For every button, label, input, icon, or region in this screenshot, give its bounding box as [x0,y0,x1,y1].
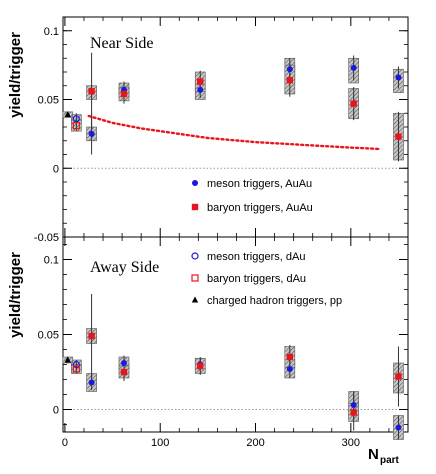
data-point [88,88,95,95]
data-point [395,424,402,431]
data-point [197,78,204,85]
y-axis-title: yield/trigger [7,252,24,338]
scaling-curve [87,114,381,151]
data-point [395,74,402,81]
legend-label: charged hadron triggers, pp [207,295,342,307]
data-point [120,90,128,98]
y-axis-title: yield/trigger [7,32,24,118]
x-tick-label: 300 [342,437,360,449]
x-axis-title: N [368,446,379,463]
legend-label: baryon triggers, dAu [207,273,306,285]
y-tick-label: 0.05 [38,95,59,107]
data-point [88,332,95,340]
near-side-panel: -0.05 0 0.05 0.1 yield/trigger Near Side meson… [7,16,409,244]
data-point [350,402,357,408]
y-tick-label: 0.1 [44,255,59,267]
data-point [64,356,71,363]
data-point [88,130,95,137]
y-tick-label: 0.05 [38,330,59,342]
legend-marker [191,203,199,211]
y-tick-label: -0.05 [34,232,59,244]
legend-label: meson triggers, dAu [207,251,305,263]
x-tick-label: 0 [62,437,68,449]
legend-marker [191,252,199,260]
panel-label: Near Side [90,35,154,52]
data-point [350,100,357,107]
data-point [197,86,204,93]
data-point [64,111,71,118]
data-point [120,368,128,376]
data-point [350,64,357,71]
data-point [72,122,80,130]
data-point [72,365,80,373]
legend-marker [191,274,199,282]
data-point [120,360,127,366]
x-tick-label: 200 [246,437,264,449]
legend-marker [192,180,198,186]
y-tick-label: 0 [53,405,59,417]
y-tick-label: 0 [53,163,59,175]
data-point [350,409,357,416]
data-point [395,373,402,380]
away-side-panel: 0 0.05 0.1 0 100 200 300 yield/trigger Away Side… [7,236,409,466]
data-point [395,133,402,140]
data-point [197,362,204,370]
data-point [286,77,294,84]
legend-label: baryon triggers, AuAu [207,202,313,214]
x-axis-title-subscript: part [380,455,400,466]
data-point [88,379,95,386]
legend-marker [191,296,199,303]
y-tick-label: 0.1 [44,26,59,38]
panel-label: Away Side [90,259,159,276]
data-point [72,115,80,123]
data-point [72,360,80,369]
x-tick-label: 100 [151,437,169,449]
data-point [286,353,294,361]
data-point [286,366,293,372]
data-point [286,66,293,73]
legend-label: meson triggers, AuAu [207,178,312,190]
